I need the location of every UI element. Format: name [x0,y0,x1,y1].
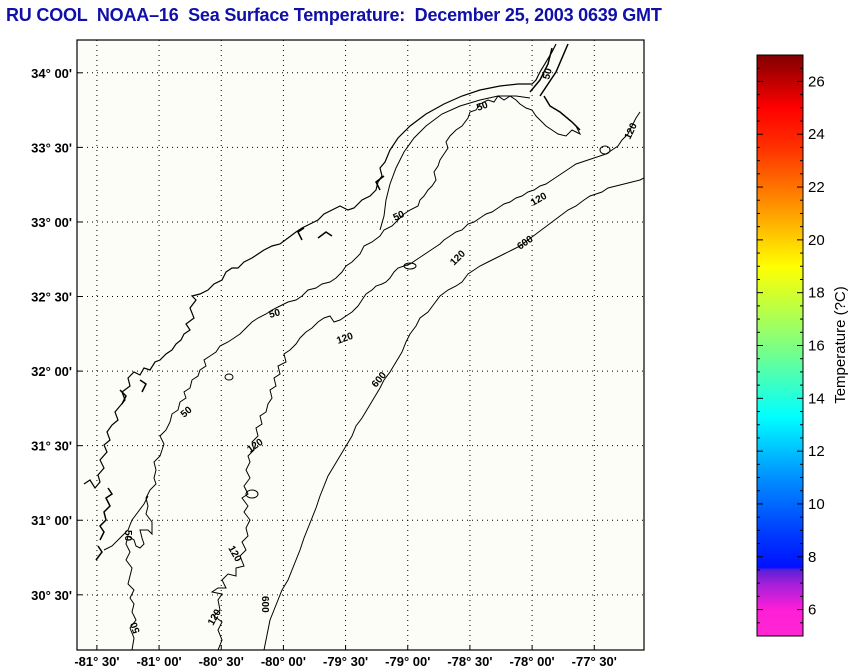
y-tick-label: 34° 00' [31,66,72,81]
coastline [83,43,557,490]
colorbar-tick-label: 8 [808,549,816,566]
x-tick-label: -78° 00' [510,654,555,669]
colorbar-tick-label: 26 [808,73,825,90]
colorbar-tick-label: 24 [808,126,825,143]
x-tick-label: -79° 00' [385,654,430,669]
colorbar-tick-label: 22 [808,179,825,196]
colorbar-tick-label: 6 [808,602,816,619]
y-tick-label: 33° 00' [31,215,72,230]
longitude-axis: -81° 30' -81° 00' -80° 30' -80° 00' -79° 30'… [74,645,617,669]
y-tick-label: 31° 00' [31,513,72,528]
map-frame [76,39,645,651]
x-tick-label: -79° 30' [323,654,368,669]
isobath-50m-island [224,373,234,381]
map-title: RU COOL NOAA–16 Sea Surface Temperature:… [6,5,662,25]
map-plot-area[interactable] [77,40,644,650]
latitude-axis: 34° 00' 33° 30' 33° 00' 32° 30' 32° 00' 31° 3… [31,66,82,603]
colorbar-label: Temperature (?C) [832,286,848,404]
x-tick-label: -80° 00' [261,654,306,669]
colorbar-gradient-bar [756,54,804,637]
contour-labels: 50 50 50 50 50 50 50 120 120 120 120 120… [122,67,640,635]
colorbar-tick-label: 16 [808,338,825,355]
isobath-50m [125,95,582,650]
contour-label-50: 50 [129,620,143,635]
colorbar: 6 8 10 12 14 16 18 20 22 24 26 Temperature (?C) [756,54,848,637]
x-tick-label: -81° 30' [74,654,119,669]
isobath-120m [210,111,641,650]
isobath-120m-island [403,262,417,270]
isobath-600m [263,177,644,650]
contour-label-50: 50 [122,530,133,542]
x-tick-label: -80° 30' [199,654,244,669]
colorbar-tick-label: 10 [808,496,825,513]
contour-label-50: 50 [392,209,407,224]
colorbar-tick-label: 14 [808,390,825,407]
contour-label-50: 50 [268,307,282,321]
colorbar-ticks: 6 8 10 12 14 16 18 20 22 24 26 [757,54,825,637]
coastline-detail [95,43,581,561]
y-tick-label: 30° 30' [31,588,72,603]
y-tick-label: 33° 30' [31,140,72,155]
isobath-50m-south [103,495,149,551]
y-tick-label: 31° 30' [31,439,72,454]
x-tick-label: -77° 30' [572,654,617,669]
colorbar-tick-label: 20 [808,232,825,249]
y-tick-label: 32° 00' [31,364,72,379]
colorbar-tick-label: 18 [808,285,825,302]
x-tick-label: -81° 00' [136,654,181,669]
contour-label-600: 600 [259,596,270,613]
isobath-120m-island [245,489,259,499]
y-tick-label: 32° 30' [31,290,72,305]
contour-label-50: 50 [541,67,555,81]
colorbar-tick-label: 12 [808,443,825,460]
contour-label-50: 50 [475,100,490,114]
isobath-120m-island [599,145,611,155]
x-tick-label: -78° 30' [447,654,492,669]
isobath-50m-outer [379,95,531,231]
